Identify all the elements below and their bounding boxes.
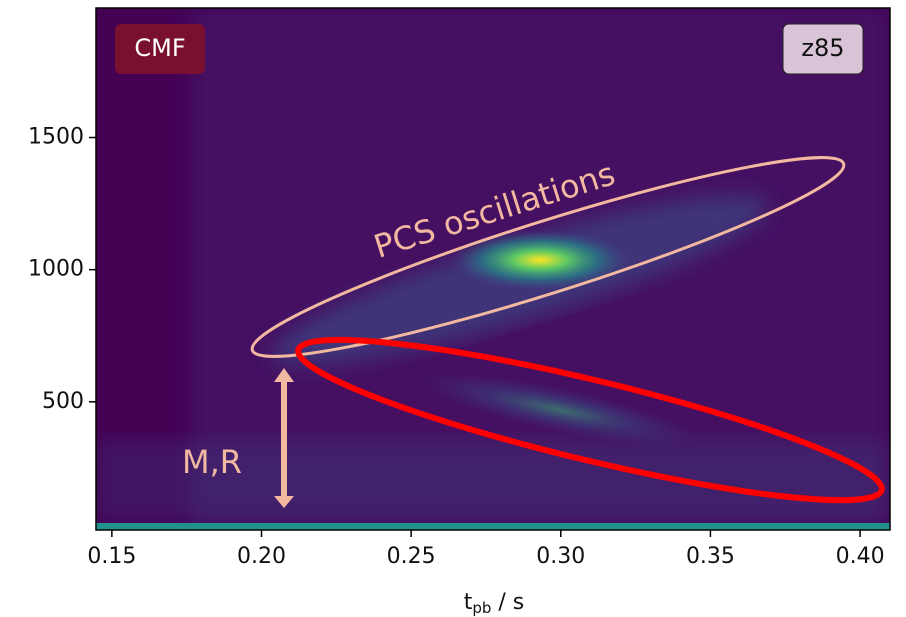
model-label: CMF [134, 34, 185, 62]
mr-ellipse [295, 336, 885, 504]
spectrogram [96, 8, 890, 530]
run-label: z85 [801, 34, 844, 62]
x-tick-label: 0.15 [87, 544, 136, 569]
x-axis-label: tpb / s [464, 590, 525, 617]
x-tick-label: 0.25 [387, 544, 436, 569]
x-axis-label-sub: pb [472, 599, 491, 617]
x-tick-label: 0.30 [536, 544, 585, 569]
pcs-ellipse [250, 156, 846, 358]
x-tick-label: 0.40 [836, 544, 885, 569]
model-box [115, 24, 205, 74]
y-tick-label: 1500 [28, 125, 84, 150]
y-tick-label: 1000 [28, 257, 84, 282]
x-tick-label: 0.35 [686, 544, 735, 569]
y-tick-label: 500 [42, 389, 84, 414]
mr-arrow [274, 368, 294, 508]
x-axis-label-rest: / s [491, 590, 524, 615]
x-axis-label-base: t [464, 590, 473, 615]
label-box [782, 23, 864, 75]
x-tick-label: 0.20 [237, 544, 286, 569]
mr-label: M,R [182, 443, 242, 481]
